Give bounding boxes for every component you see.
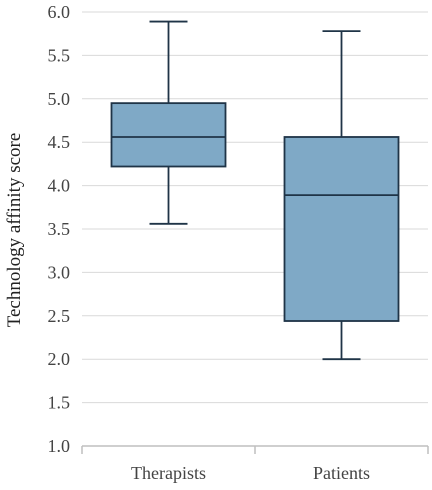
axes <box>81 445 429 454</box>
y-tick-label-1.0: 1.0 <box>48 436 71 456</box>
box-therapists <box>110 20 227 225</box>
box-patients <box>283 30 400 361</box>
y-tick-label-4.5: 4.5 <box>48 132 71 152</box>
boxes <box>110 20 400 361</box>
x-category-labels: Therapists Patients <box>131 463 370 483</box>
y-tick-label-4.0: 4.0 <box>48 176 71 196</box>
iqr-box-therapists <box>110 102 227 168</box>
y-tick-label-5.5: 5.5 <box>48 45 71 65</box>
y-tick-label-2.5: 2.5 <box>48 306 71 326</box>
y-tick-label-6.0: 6.0 <box>48 2 71 22</box>
iqr-box-patients <box>283 136 400 322</box>
x-category-label-therapists: Therapists <box>131 463 206 483</box>
y-tick-label-3.5: 3.5 <box>48 219 71 239</box>
y-tick-label-1.5: 1.5 <box>48 393 71 413</box>
y-tick-label-5.0: 5.0 <box>48 89 71 109</box>
y-tick-label-3.0: 3.0 <box>48 262 71 282</box>
x-category-label-patients: Patients <box>313 463 370 483</box>
y-tick-labels: 1.0 1.5 2.0 2.5 3.0 3.5 4.0 4.5 5.0 5.5 6.0 <box>48 2 71 456</box>
y-tick-label-2.0: 2.0 <box>48 349 71 369</box>
y-axis-title: Technology affinity score <box>4 133 25 328</box>
